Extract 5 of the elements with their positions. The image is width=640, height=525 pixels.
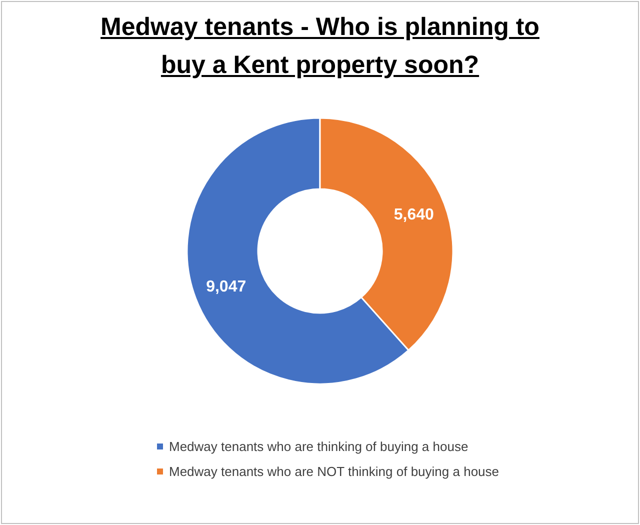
chart-title: Medway tenants - Who is planning to buy a Kent property soon? <box>100 12 540 81</box>
data-label: 9,047 <box>206 278 246 296</box>
legend-label: Medway tenants who are thinking of buying a house <box>169 439 468 454</box>
legend-label: Medway tenants who are NOT thinking of buying a house <box>169 464 500 479</box>
data-label: 5,640 <box>394 206 434 224</box>
